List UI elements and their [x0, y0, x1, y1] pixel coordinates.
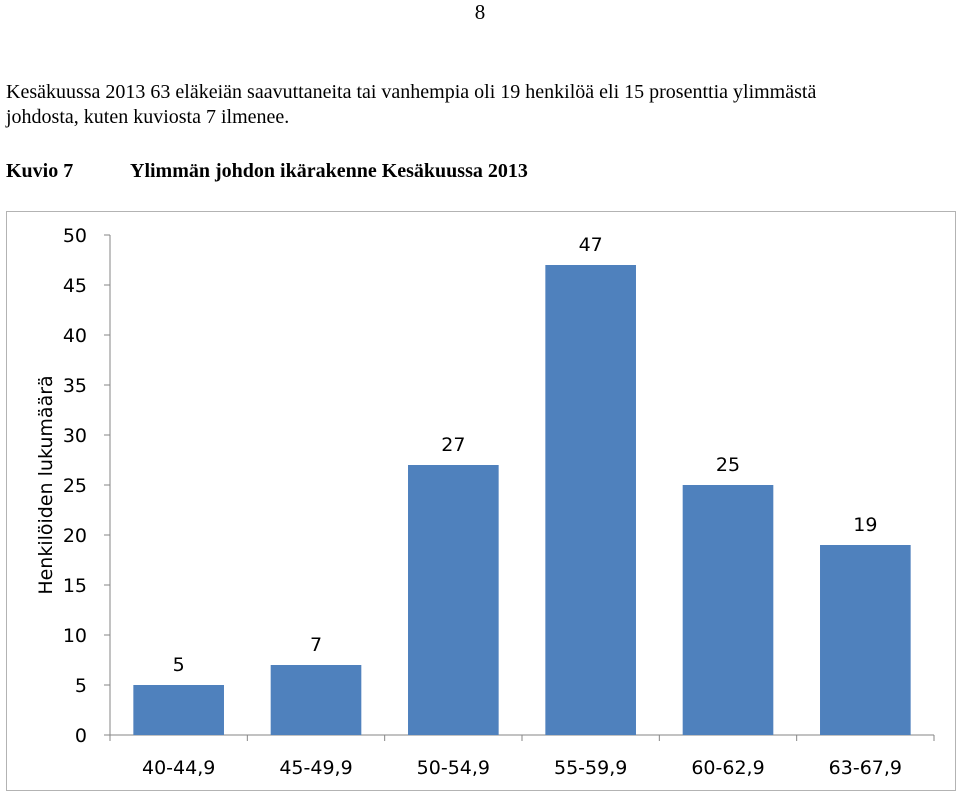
y-tick-label: 40 [63, 325, 87, 347]
figure-number: Kuvio 7 [6, 160, 74, 182]
bar-63-67,9 [820, 545, 911, 735]
y-tick-label: 15 [63, 575, 87, 597]
y-axis-title: Henkilöiden lukumäärä [35, 375, 57, 594]
data-labels: 5 7 27 47 25 19 [173, 234, 878, 676]
y-tick-label: 50 [63, 225, 87, 247]
data-label: 47 [579, 234, 603, 256]
x-tick-label: 50-54,9 [417, 757, 490, 779]
intro-paragraph: Kesäkuussa 2013 63 eläkeiän saavuttaneit… [6, 80, 956, 130]
x-tick-label: 40-44,9 [142, 757, 215, 779]
bar-40-44,9 [133, 685, 224, 735]
x-axis: 40-44,9 45-49,9 50-54,9 55-59,9 60-62,9 63-67… [109, 734, 935, 779]
bar-45-49,9 [270, 665, 362, 735]
data-label: 19 [853, 514, 877, 536]
data-label: 25 [716, 454, 740, 476]
data-label: 7 [310, 634, 322, 656]
page-number: 8 [474, 0, 486, 24]
paragraph-line-2: johdosta, kuten kuviosta 7 ilmenee. [6, 106, 290, 128]
x-tick-label: 55-59,9 [554, 757, 627, 779]
bar-60-62,9 [682, 485, 774, 735]
figure-caption: Kuvio 7 Ylimmän johdon ikärakenne Kesäkuu… [6, 160, 528, 183]
y-tick-label: 45 [63, 275, 87, 297]
y-tick-label: 30 [63, 425, 87, 447]
y-tick-label: 0 [75, 725, 87, 747]
bar-55-59,9 [545, 265, 636, 735]
y-tick-label: 25 [63, 475, 87, 497]
data-label: 5 [173, 654, 185, 676]
paragraph-line-1: Kesäkuussa 2013 63 eläkeiän saavuttaneit… [6, 81, 817, 103]
figure-title: Ylimmän johdon ikärakenne Kesäkuussa 201… [130, 160, 528, 182]
y-tick-label: 35 [63, 375, 87, 397]
y-tick-label: 5 [75, 675, 87, 697]
y-axis: 0 5 10 15 20 25 30 35 40 45 50 [63, 225, 111, 747]
y-tick-label: 10 [63, 625, 87, 647]
y-tick-label: 20 [63, 525, 87, 547]
x-tick-label: 63-67,9 [829, 757, 902, 779]
bar-50-54,9 [408, 465, 499, 735]
x-tick-label: 60-62,9 [691, 757, 764, 779]
x-tick-label: 45-49,9 [279, 757, 352, 779]
bars [133, 265, 911, 735]
data-label: 27 [441, 434, 465, 456]
